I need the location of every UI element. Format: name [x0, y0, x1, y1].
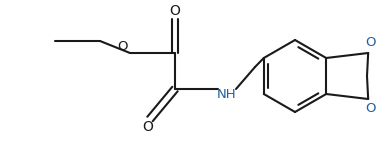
Text: O: O	[142, 120, 154, 134]
Text: O: O	[117, 39, 127, 52]
Text: O: O	[365, 103, 375, 115]
Text: NH: NH	[217, 88, 237, 101]
Text: O: O	[169, 4, 180, 18]
Text: O: O	[365, 37, 375, 49]
